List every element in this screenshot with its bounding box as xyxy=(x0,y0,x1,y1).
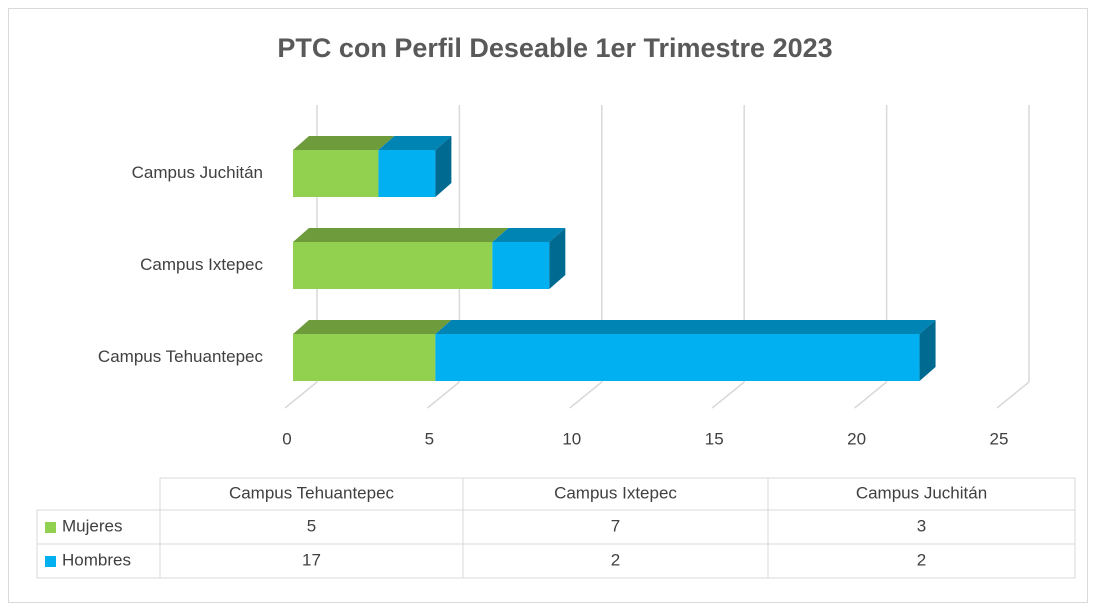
legend-swatch xyxy=(45,556,56,567)
bar xyxy=(293,242,493,289)
table-value: 7 xyxy=(611,516,620,535)
bar-top xyxy=(293,228,509,242)
bar-side xyxy=(549,228,566,289)
chart-border xyxy=(8,8,1088,603)
floor-line xyxy=(854,381,888,409)
table-header: Campus Juchitán xyxy=(856,483,987,502)
bar-top xyxy=(492,228,566,242)
y-tick-label: Campus Tehuantepec xyxy=(98,347,264,366)
table-value: 5 xyxy=(307,516,316,535)
floor-line xyxy=(996,381,1030,409)
bar xyxy=(492,242,550,289)
bar-side xyxy=(435,136,452,197)
table-value: 2 xyxy=(917,550,926,569)
x-tick-label: 15 xyxy=(705,429,724,448)
bar-top xyxy=(293,320,452,334)
y-tick-label: Campus Juchitán xyxy=(132,163,263,182)
bar xyxy=(293,150,379,197)
bar-top xyxy=(378,136,452,150)
x-tick-label: 20 xyxy=(847,429,866,448)
chart-title: PTC con Perfil Deseable 1er Trimestre 20… xyxy=(277,33,832,63)
table-value: 17 xyxy=(302,550,321,569)
bar xyxy=(293,334,436,381)
floor-line xyxy=(569,381,603,409)
legend-label: Mujeres xyxy=(62,516,122,535)
bar-top xyxy=(293,136,395,150)
x-tick-label: 25 xyxy=(990,429,1009,448)
floor-line xyxy=(284,381,318,409)
floor-line xyxy=(426,381,460,409)
table-header: Campus Ixtepec xyxy=(554,483,677,502)
bar xyxy=(378,150,436,197)
floor-line xyxy=(711,381,745,409)
table-value: 3 xyxy=(917,516,926,535)
bar-top xyxy=(435,320,936,334)
table-value: 2 xyxy=(611,550,620,569)
bar xyxy=(435,334,920,381)
table-header: Campus Tehuantepec xyxy=(229,483,395,502)
legend-swatch xyxy=(45,522,56,533)
x-tick-label: 0 xyxy=(282,429,291,448)
bar-side xyxy=(919,320,936,381)
x-tick-label: 5 xyxy=(425,429,434,448)
y-tick-label: Campus Ixtepec xyxy=(140,255,263,274)
legend-label: Hombres xyxy=(62,550,131,569)
x-tick-label: 10 xyxy=(562,429,581,448)
